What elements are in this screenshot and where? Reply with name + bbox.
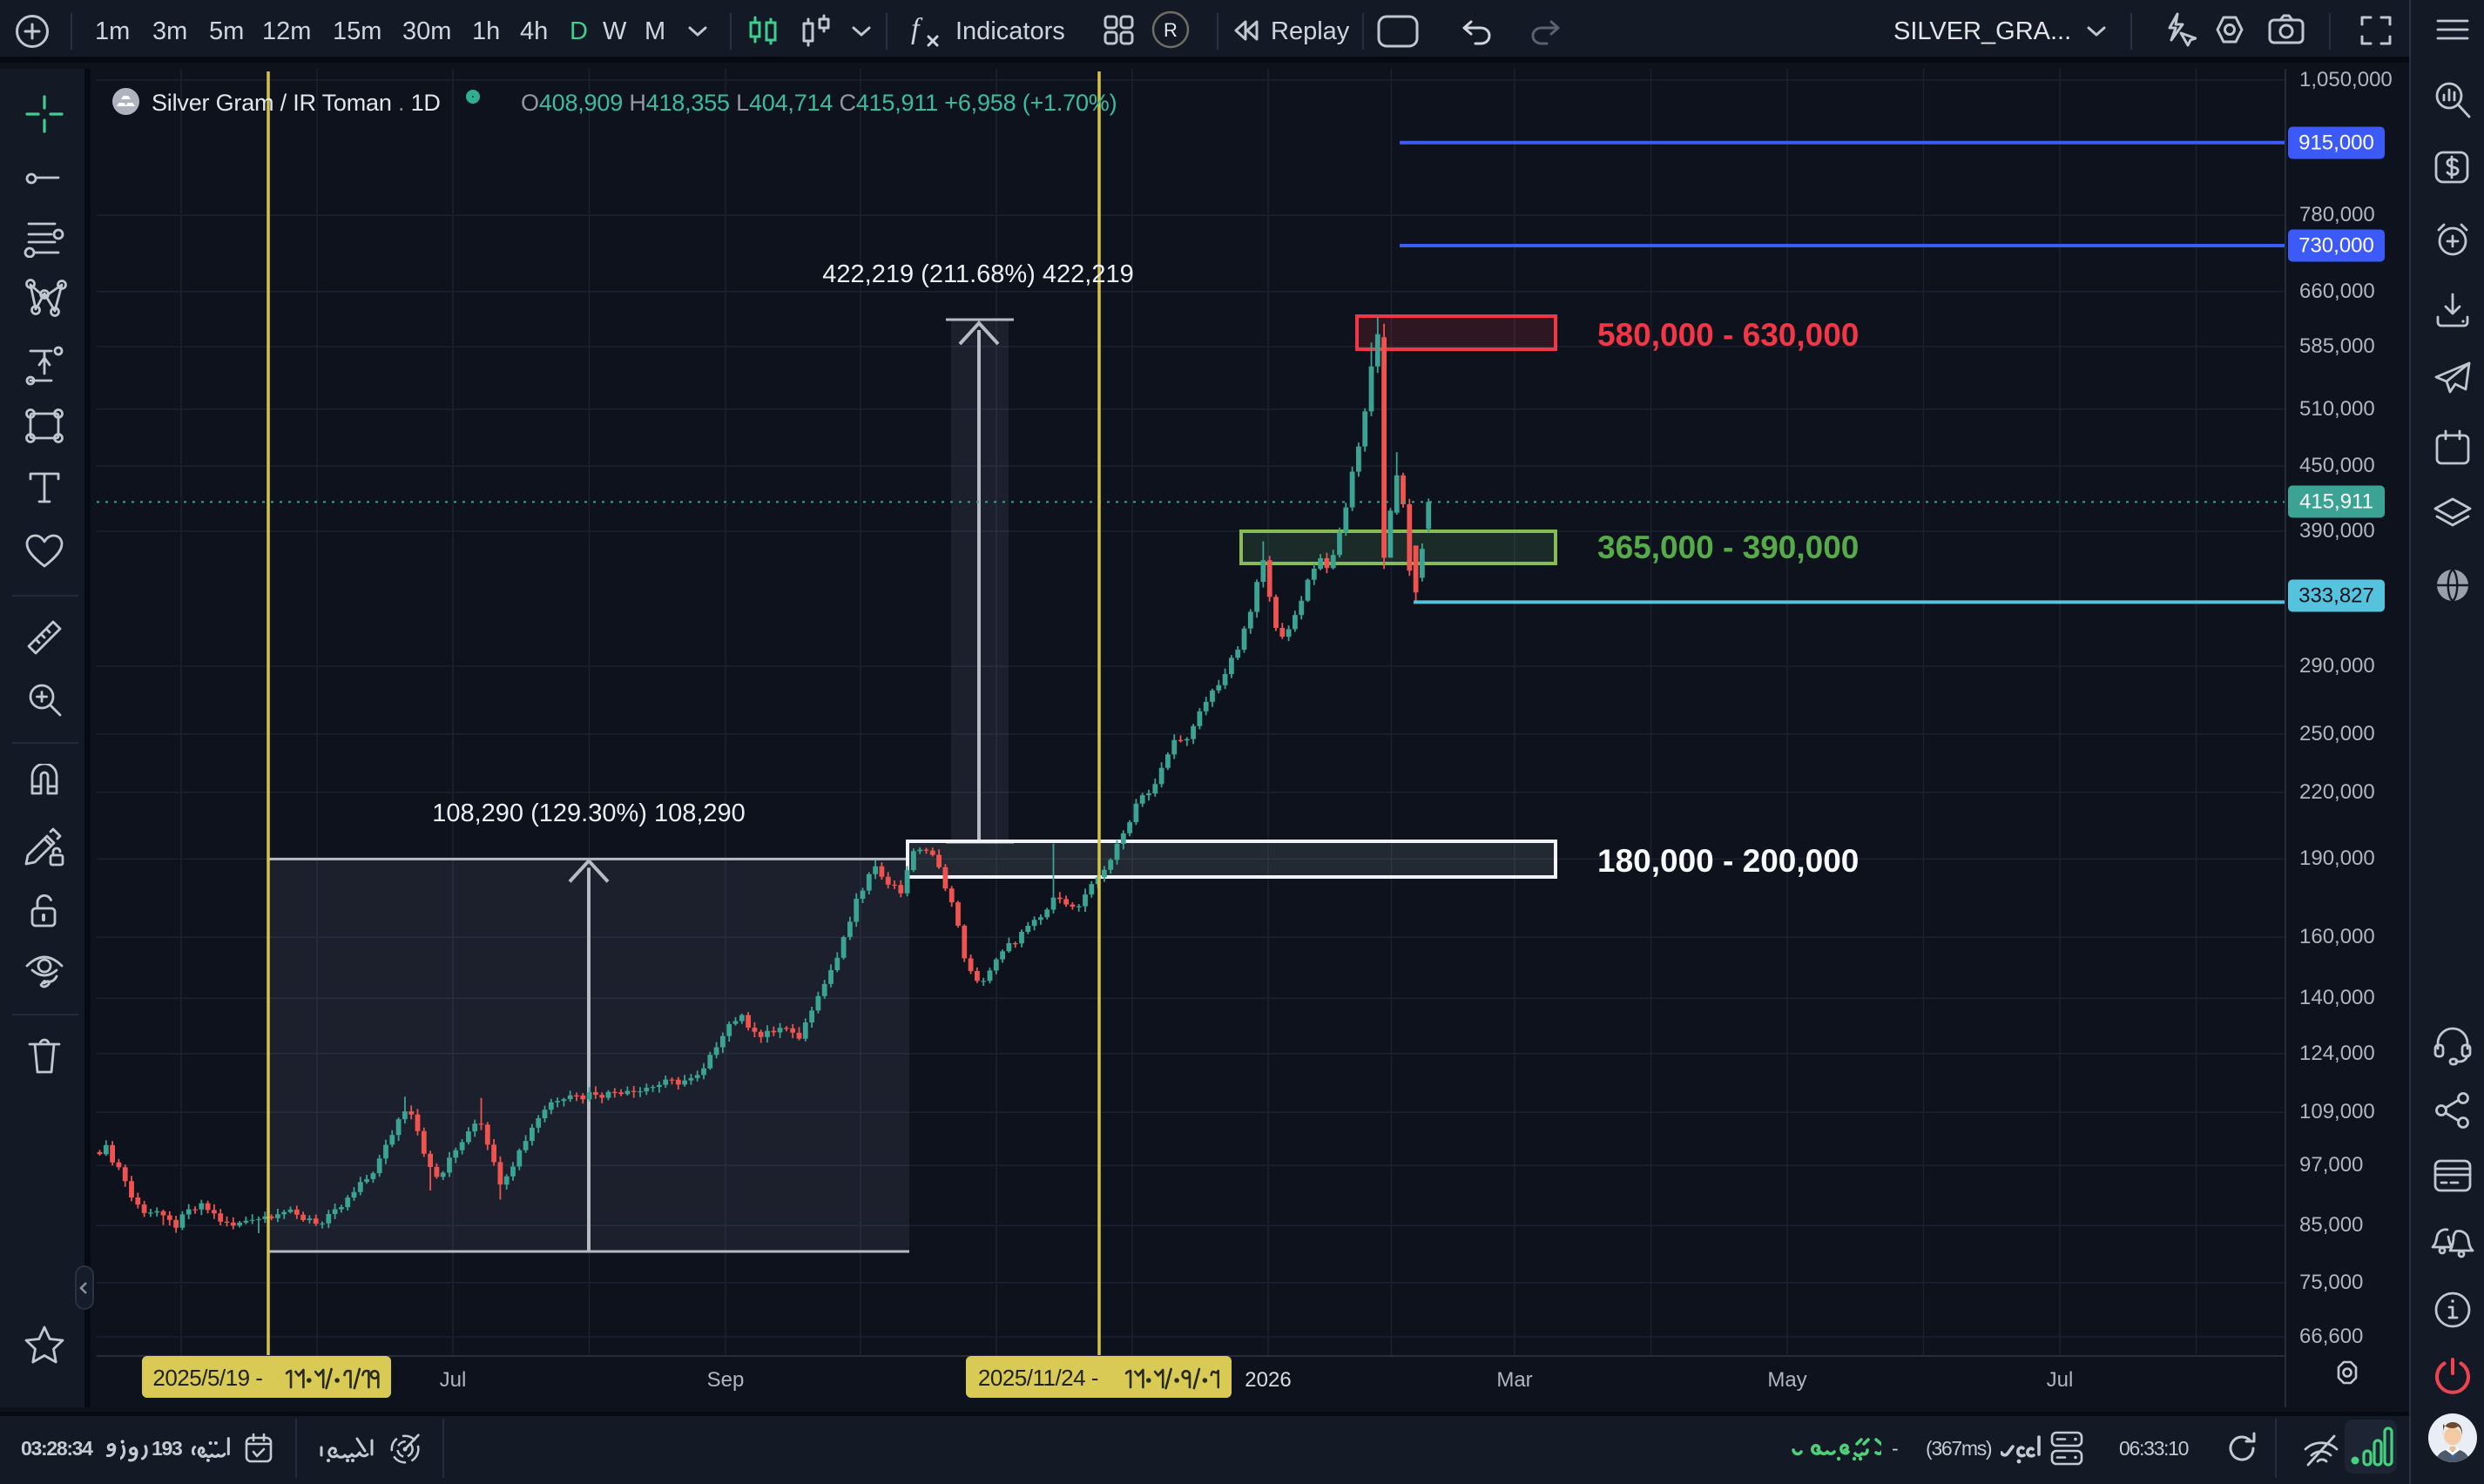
svg-text:f: f: [911, 13, 923, 45]
svg-text:R: R: [1164, 19, 1178, 41]
